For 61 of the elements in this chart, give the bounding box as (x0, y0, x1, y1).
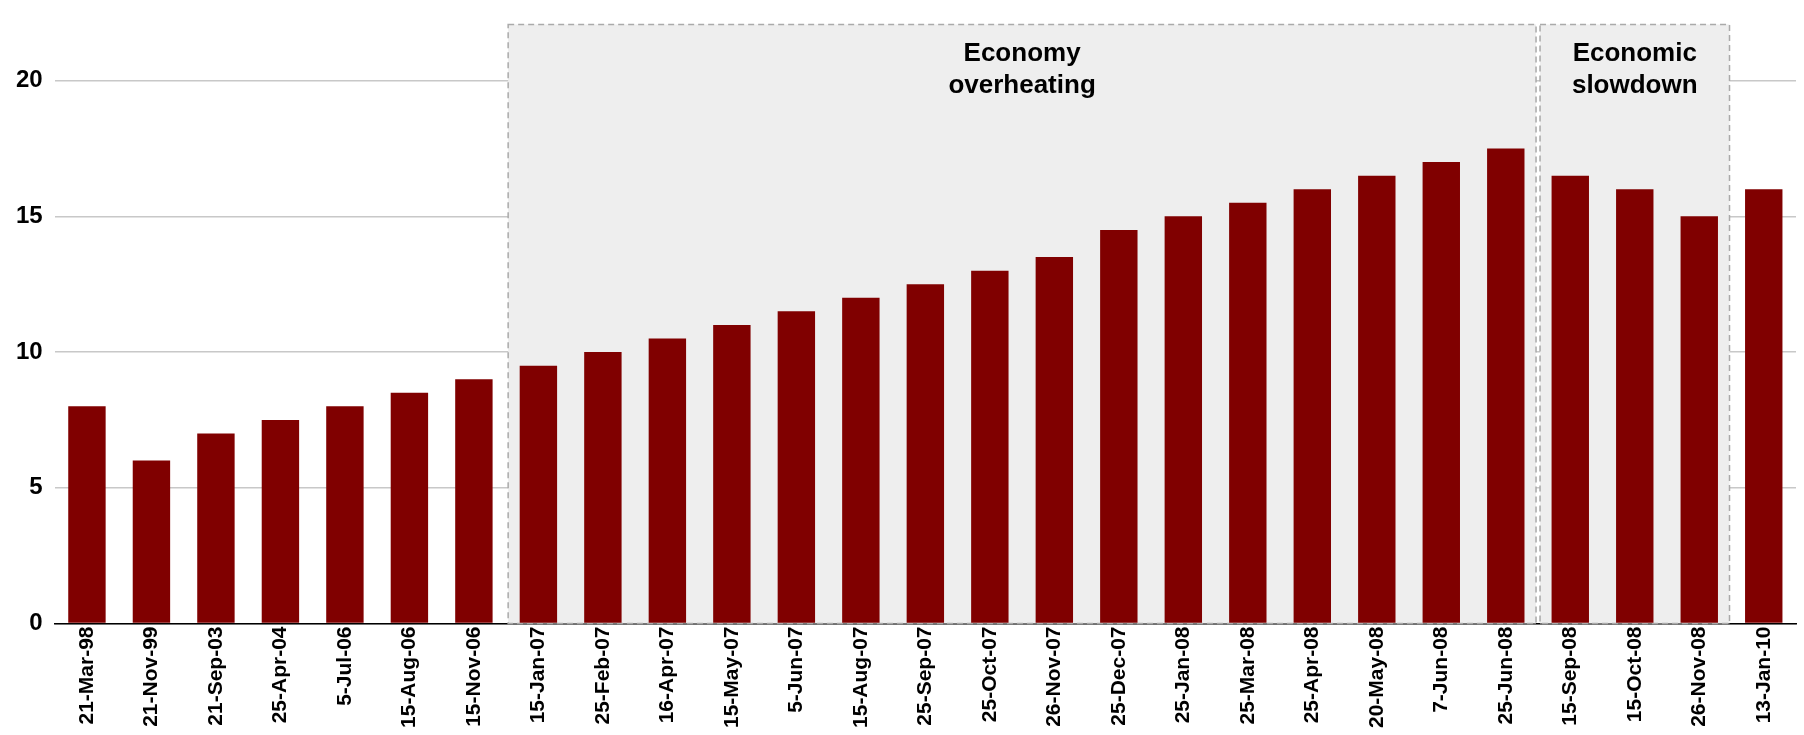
bar (1745, 189, 1783, 623)
band-label: Economic slowdown (1571, 36, 1698, 99)
bar (326, 406, 364, 623)
y-tick-label: 10 (15, 336, 43, 364)
x-tick-label: 15-Oct-08 (1621, 626, 1645, 723)
bar (1422, 162, 1460, 623)
x-tick-label: 7-Jun-08 (1428, 626, 1452, 713)
x-tick-label: 21-Nov-99 (138, 626, 162, 727)
x-tick-label: 13-Jan-10 (1750, 626, 1774, 724)
y-tick-label: 5 (29, 472, 43, 500)
band-label: Economy overheating (948, 36, 1096, 99)
x-tick-label: 15-Aug-06 (396, 626, 420, 728)
x-tick-label: 25-Oct-07 (976, 626, 1000, 723)
bar (1616, 189, 1654, 623)
x-tick-label: 25-Jan-08 (1170, 626, 1194, 724)
bar (261, 419, 300, 623)
x-tick-label: 26-Nov-08 (1686, 626, 1710, 727)
bar (1293, 189, 1332, 623)
y-tick-label: 20 (15, 65, 43, 93)
bar (971, 270, 1009, 623)
x-tick-label: 5-Jun-07 (783, 626, 807, 713)
x-tick-label: 20-May-08 (1363, 626, 1387, 729)
x-tick-label: 15-Jan-07 (525, 626, 549, 724)
bar (648, 338, 687, 623)
x-tick-label: 15-May-07 (718, 626, 742, 729)
x-tick-label: 25-Dec-07 (1105, 626, 1129, 726)
bar (1680, 216, 1718, 623)
bar (132, 460, 171, 623)
bar (1035, 257, 1074, 623)
x-tick-label: 16-Apr-07 (654, 626, 678, 724)
x-tick-label: 25-Sep-07 (912, 626, 936, 726)
x-tick-label: 5-Jul-06 (331, 626, 355, 706)
x-tick-label: 21-Mar-98 (73, 626, 97, 725)
bar (1487, 148, 1525, 623)
x-tick-label: 21-Sep-03 (202, 626, 226, 726)
y-tick-label: 15 (15, 200, 43, 228)
bar (1229, 202, 1267, 623)
x-tick-label: 26-Nov-07 (1041, 626, 1065, 727)
x-tick-label: 15-Sep-08 (1557, 626, 1581, 726)
x-tick-label: 25-Apr-04 (267, 626, 291, 724)
x-tick-label: 15-Nov-06 (460, 626, 484, 727)
x-tick-label: 25-Feb-07 (589, 626, 613, 725)
bar (455, 379, 493, 623)
bar (390, 392, 429, 623)
bar (1358, 175, 1396, 623)
bar (1100, 229, 1138, 623)
bar (584, 352, 622, 623)
bar (777, 311, 816, 623)
x-tick-label: 25-Mar-08 (1234, 626, 1258, 725)
bar (1164, 216, 1203, 623)
bar (68, 406, 106, 623)
bar (197, 433, 235, 623)
bar (906, 284, 945, 623)
bar (1551, 175, 1589, 623)
bar (519, 365, 558, 623)
x-tick-label: 25-Apr-08 (1299, 626, 1323, 724)
y-tick-label: 0 (29, 608, 43, 636)
x-tick-label: 25-Jun-08 (1492, 626, 1516, 725)
x-tick-label: 15-Aug-07 (847, 626, 871, 728)
bar (713, 324, 751, 623)
bar (842, 297, 880, 623)
